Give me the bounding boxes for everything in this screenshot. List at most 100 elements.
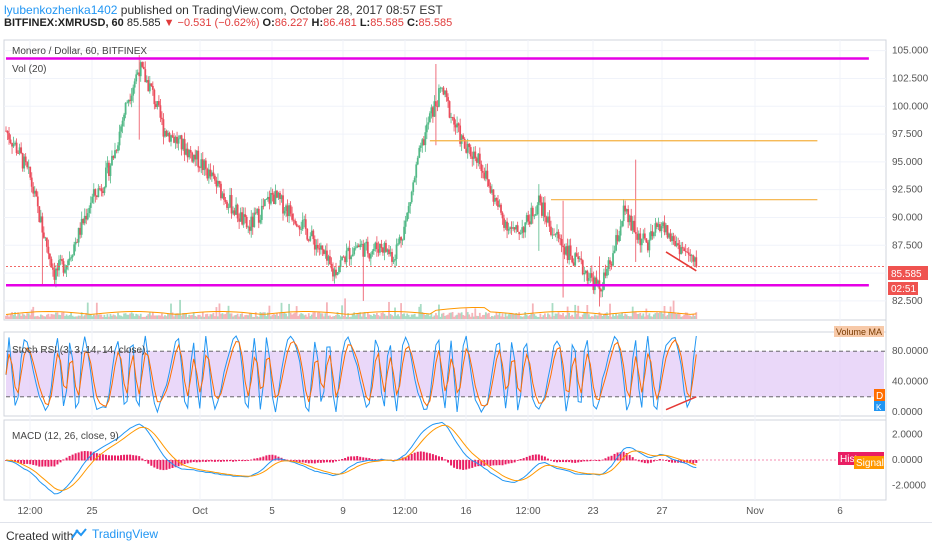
macd-histogram-bar [571, 460, 574, 463]
volume-bar [388, 301, 390, 319]
candle-body [103, 187, 106, 194]
volume-bar [179, 299, 181, 319]
volume-bar [542, 315, 545, 319]
volume-bar [226, 312, 228, 319]
candle-body [596, 280, 599, 284]
candle-body [404, 220, 407, 227]
volume-bar [690, 316, 693, 319]
macd-histogram-bar [47, 460, 50, 467]
volume-bar [9, 314, 12, 319]
volume-bar [77, 315, 80, 319]
candle-body [260, 205, 263, 220]
macd-line [5, 421, 697, 495]
candle-body [186, 148, 189, 158]
volume-bar [112, 314, 115, 319]
candle-body [657, 224, 660, 227]
candle-body [662, 222, 664, 227]
candle-body [232, 210, 234, 214]
volume-bar [49, 316, 51, 319]
candle-body [663, 222, 666, 233]
volume-bar [662, 313, 664, 319]
macd-histogram-bar [253, 458, 256, 461]
volume-bar [58, 314, 60, 319]
volume-bar [109, 314, 112, 319]
macd-histogram-bar [313, 460, 316, 464]
candle-body [481, 170, 484, 173]
macd-histogram-bar [344, 458, 347, 461]
candle-body [251, 216, 254, 228]
macd-signal-text: Signal [856, 458, 884, 469]
volume-bar [379, 316, 381, 319]
volume-bar [256, 316, 259, 319]
high-label: H: [311, 17, 324, 29]
volume-bar [342, 315, 345, 319]
candle-body [686, 251, 689, 253]
candle-body [687, 252, 690, 255]
volume-bar [566, 306, 569, 319]
volume-bar [365, 316, 368, 319]
candle-body [67, 260, 69, 266]
candle-body [45, 237, 48, 247]
candle-body [117, 145, 119, 151]
volume-bar [509, 312, 511, 319]
macd-histogram-bar [132, 455, 135, 461]
macd-histogram-bar [622, 451, 625, 461]
candle-body [568, 245, 571, 261]
volume-bar [151, 312, 154, 319]
macd-histogram-bar [689, 460, 692, 464]
candle-body [359, 244, 362, 248]
candle-body [675, 243, 678, 246]
candle-body [453, 117, 455, 125]
volume-bar [282, 313, 284, 319]
candle-body [70, 257, 72, 259]
volume-bar [8, 316, 10, 319]
candle-body [11, 142, 13, 147]
candle-body [422, 139, 425, 146]
change-value: −0.531 (−0.62%) [177, 17, 260, 29]
macd-histogram-bar [328, 460, 331, 463]
volume-bar [329, 315, 331, 319]
macd-histogram-bar [365, 457, 368, 461]
volume-bar [167, 313, 169, 319]
author-link[interactable]: lyubenkozhenka1402 [4, 3, 118, 17]
candle-body [489, 186, 492, 193]
countdown-text: 02:51 [891, 284, 916, 295]
macd-histogram-bar [174, 460, 177, 468]
volume-bar [556, 313, 558, 319]
volume-bar [89, 314, 92, 319]
volume-bar [512, 313, 515, 319]
volume-bar [374, 314, 377, 319]
candle-body [38, 206, 41, 222]
macd-histogram-bar [38, 460, 41, 467]
volume-bar [91, 316, 94, 319]
candle-body [239, 212, 242, 222]
chart-canvas[interactable]: 105.000 102.500 100.000 97.500 95.000 92.500 9… [0, 36, 932, 522]
macd-histogram-bar [192, 460, 195, 462]
volume-bar [185, 313, 188, 319]
candle-body [406, 212, 409, 221]
candle-body [194, 154, 197, 160]
candle-body [144, 69, 147, 83]
macd-histogram-bar [507, 460, 510, 464]
volume-bar [589, 316, 592, 319]
volume-bar [108, 316, 110, 319]
volume-bar [401, 314, 404, 319]
stoch-k-tag [874, 401, 885, 411]
volume-bar [12, 314, 15, 319]
volume-bar [389, 314, 392, 319]
candle-body [669, 233, 672, 242]
candle-body [386, 249, 389, 252]
volume-bar [348, 316, 351, 319]
candle-body [203, 160, 206, 171]
volume-bar [392, 316, 395, 319]
candle-body [165, 130, 168, 136]
candle-body [98, 188, 101, 190]
volume-bar [263, 312, 266, 319]
candle-body [315, 244, 318, 250]
volume-bar [625, 314, 628, 319]
candle-body [684, 251, 687, 252]
volume-bar [253, 316, 256, 319]
tradingview-link[interactable]: TradingView [70, 527, 158, 541]
volume-bar [619, 314, 622, 319]
candle-body [566, 246, 569, 261]
